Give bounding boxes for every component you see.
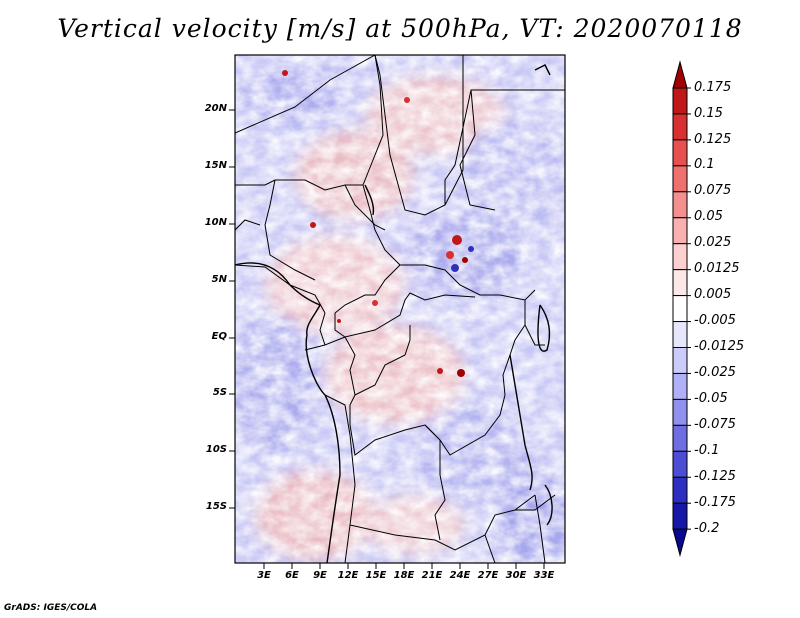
- colorbar-label: 0.075: [694, 183, 732, 198]
- colorbar-label: 0.1: [694, 157, 715, 172]
- lon-label: 24E: [449, 570, 471, 581]
- lat-label: 10S: [205, 444, 227, 455]
- lat-label: 15S: [205, 501, 227, 512]
- lat-ticks: [229, 109, 235, 509]
- lon-label: 27E: [477, 570, 499, 581]
- lon-label: 15E: [365, 570, 387, 581]
- lat-label: 10N: [204, 217, 227, 228]
- colorbar-swatch: [672, 424, 688, 452]
- colorbar-swatch: [672, 243, 688, 271]
- colorbar-swatch: [672, 165, 688, 193]
- colorbar-swatch: [672, 528, 688, 558]
- colorbar-swatch: [672, 269, 688, 297]
- colorbar-swatch: [672, 139, 688, 167]
- colorbar-label: -0.125: [694, 469, 736, 484]
- lat-label: 20N: [204, 103, 227, 114]
- lon-label: 30E: [505, 570, 527, 581]
- colorbar-swatch: [672, 347, 688, 374]
- colorbar-swatch: [672, 87, 688, 115]
- lat-label: EQ: [211, 331, 227, 342]
- colorbar-label: 0.005: [694, 287, 732, 302]
- lat-label: 5S: [212, 387, 227, 398]
- lat-label: 15N: [204, 160, 227, 171]
- colorbar-label: -0.005: [694, 313, 736, 328]
- colorbar-swatch: [672, 321, 688, 348]
- colorbar-label: -0.075: [694, 417, 736, 432]
- colorbar-label: 0.0125: [694, 261, 740, 276]
- grads-credit: GrADS: IGES/COLA: [4, 603, 98, 613]
- coastlines: [235, 64, 553, 563]
- colorbar-swatch: [672, 60, 688, 89]
- lon-label: 9E: [313, 570, 327, 581]
- lon-label: 6E: [285, 570, 299, 581]
- lon-label: 3E: [257, 570, 271, 581]
- lon-label: 18E: [393, 570, 415, 581]
- lon-ticks: [263, 563, 545, 569]
- lon-label: 12E: [337, 570, 359, 581]
- colorbar-swatch: [672, 191, 688, 219]
- colorbar-label: 0.05: [694, 209, 723, 224]
- colorbar-label: -0.05: [694, 391, 728, 406]
- colorbar-label: 0.125: [694, 132, 732, 147]
- colorbar-swatch: [672, 372, 688, 400]
- colorbar-label: 0.15: [694, 106, 723, 121]
- colorbar-label: -0.025: [694, 365, 736, 380]
- colorbar-swatch: [672, 450, 688, 478]
- colorbar-swatch: [672, 398, 688, 426]
- colorbar-label: 0.175: [694, 80, 732, 95]
- colorbar-swatch: [672, 476, 688, 504]
- colorbar-swatch: [672, 113, 688, 141]
- colorbar-swatch: [672, 502, 688, 530]
- map-border: [234, 54, 566, 564]
- lat-label: 5N: [211, 274, 227, 285]
- colorbar-label: -0.1: [694, 443, 720, 458]
- colorbar-label: -0.175: [694, 495, 736, 510]
- velocity-map: [235, 55, 565, 563]
- colorbar-label: -0.0125: [694, 339, 745, 354]
- lon-label: 33E: [533, 570, 555, 581]
- colorbar-swatch: [672, 217, 688, 245]
- velocity-field-svg: [235, 55, 565, 563]
- convective-spots: [282, 70, 474, 377]
- country-borders: [235, 55, 565, 563]
- lon-label: 21E: [421, 570, 443, 581]
- colorbar-swatch: [672, 295, 688, 323]
- map-title: Vertical velocity [m/s] at 500hPa, VT: 2…: [57, 14, 743, 43]
- colorbar-label: -0.2: [694, 521, 720, 536]
- colorbar-label: 0.025: [694, 235, 732, 250]
